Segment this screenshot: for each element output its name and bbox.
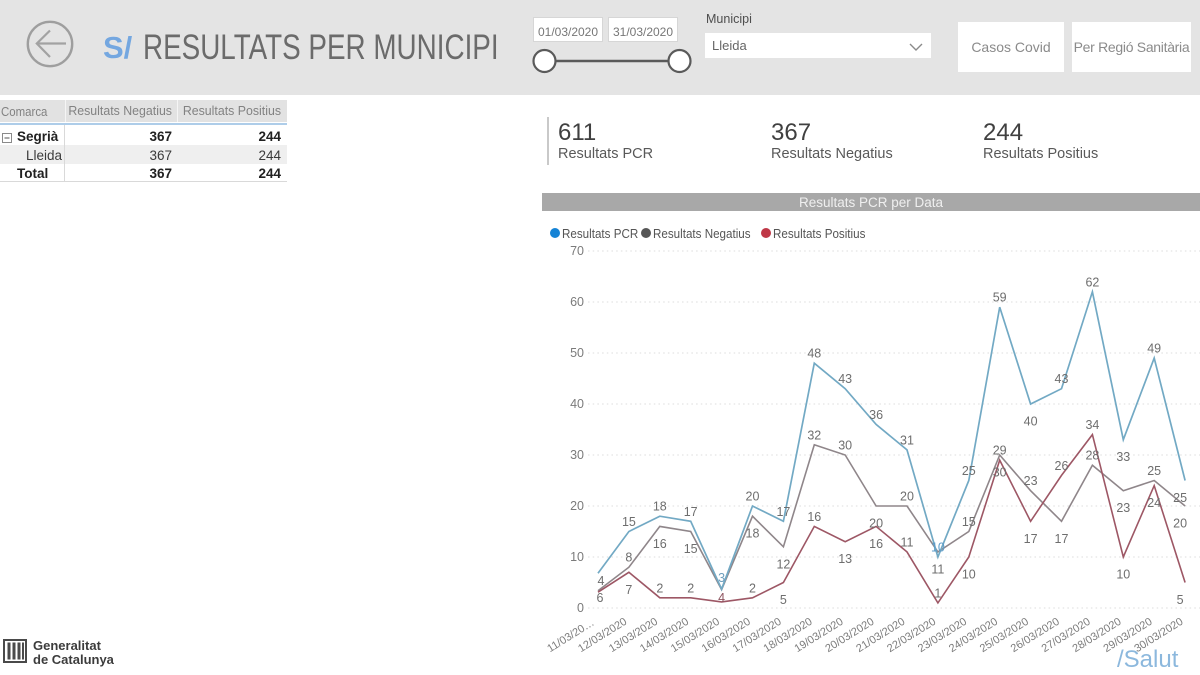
svg-text:6: 6 [597,591,604,605]
svg-text:60: 60 [570,295,584,309]
svg-text:24: 24 [1147,496,1161,510]
svg-text:31: 31 [900,433,914,447]
svg-text:2: 2 [687,581,694,595]
svg-text:25: 25 [1147,464,1161,478]
svg-text:62: 62 [1085,275,1099,289]
svg-text:30: 30 [838,439,852,453]
svg-text:16: 16 [869,537,883,551]
svg-text:26: 26 [1055,459,1069,473]
svg-text:23: 23 [1116,501,1130,515]
svg-text:17: 17 [776,505,790,519]
svg-text:15: 15 [962,515,976,529]
svg-text:25: 25 [1173,491,1187,505]
svg-text:10: 10 [931,541,945,555]
svg-text:15: 15 [622,515,636,529]
svg-text:18: 18 [746,527,760,541]
svg-text:4: 4 [718,591,725,605]
svg-text:34: 34 [1085,418,1099,432]
svg-text:28: 28 [1085,449,1099,463]
svg-text:2: 2 [656,581,663,595]
svg-text:70: 70 [570,244,584,258]
svg-text:20: 20 [900,490,914,504]
svg-text:4: 4 [598,574,605,588]
svg-text:33: 33 [1116,450,1130,464]
svg-text:10: 10 [570,550,584,564]
svg-text:10: 10 [1116,568,1130,582]
svg-text:0: 0 [577,601,584,615]
svg-text:10: 10 [962,568,976,582]
svg-text:49: 49 [1147,342,1161,356]
svg-text:11: 11 [901,535,914,549]
svg-text:23: 23 [1024,474,1038,488]
svg-text:17: 17 [1024,532,1038,546]
svg-text:12: 12 [776,557,790,571]
svg-text:36: 36 [869,408,883,422]
svg-text:30: 30 [570,448,584,462]
svg-text:32: 32 [807,428,821,442]
svg-text:48: 48 [807,347,821,361]
svg-text:3: 3 [718,571,725,585]
svg-text:11: 11 [931,562,944,576]
svg-text:13: 13 [838,552,852,566]
svg-text:8: 8 [625,551,632,565]
svg-text:1: 1 [934,586,941,600]
svg-text:59: 59 [993,291,1007,305]
svg-text:18: 18 [653,500,667,514]
svg-text:16: 16 [653,537,667,551]
svg-text:20: 20 [1173,517,1187,531]
svg-text:5: 5 [780,593,787,607]
svg-text:2: 2 [749,581,756,595]
svg-text:5: 5 [1177,593,1184,607]
svg-text:43: 43 [838,372,852,386]
svg-text:20: 20 [570,499,584,513]
svg-text:40: 40 [1024,415,1038,429]
svg-text:25: 25 [962,464,976,478]
svg-text:43: 43 [1055,372,1069,386]
svg-text:50: 50 [570,346,584,360]
svg-text:15: 15 [684,542,698,556]
svg-text:7: 7 [625,583,632,597]
svg-text:20: 20 [869,517,883,531]
svg-text:16: 16 [807,510,821,524]
svg-text:20: 20 [746,490,760,504]
svg-text:29: 29 [993,444,1007,458]
svg-text:17: 17 [1055,532,1069,546]
svg-text:17: 17 [684,505,698,519]
svg-text:30: 30 [993,466,1007,480]
svg-text:40: 40 [570,397,584,411]
